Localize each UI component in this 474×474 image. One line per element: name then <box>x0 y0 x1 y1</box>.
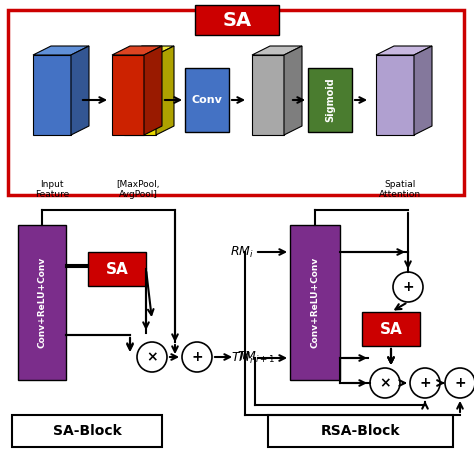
Text: Input
Feature: Input Feature <box>35 180 69 200</box>
Text: ×: × <box>146 350 158 364</box>
Bar <box>362 312 420 346</box>
Text: +: + <box>402 280 414 294</box>
Polygon shape <box>33 55 71 135</box>
Bar <box>88 252 146 286</box>
Polygon shape <box>376 55 414 135</box>
Polygon shape <box>71 46 89 135</box>
Text: +: + <box>191 350 203 364</box>
Polygon shape <box>112 46 162 55</box>
Text: Conv: Conv <box>191 95 222 105</box>
Bar <box>268 415 453 447</box>
Polygon shape <box>414 46 432 135</box>
Text: Sigmoid: Sigmoid <box>325 78 335 122</box>
Text: Conv+ReLU+Conv: Conv+ReLU+Conv <box>37 257 46 348</box>
Text: SA: SA <box>222 10 252 29</box>
Text: Conv+ReLU+Conv: Conv+ReLU+Conv <box>310 257 319 348</box>
Polygon shape <box>112 55 144 135</box>
Bar <box>308 68 352 132</box>
Text: [MaxPool,
AvgPool]: [MaxPool, AvgPool] <box>116 180 160 200</box>
Text: +: + <box>454 376 466 390</box>
Polygon shape <box>144 46 162 135</box>
Text: $\mathit{RM}_i$: $\mathit{RM}_i$ <box>230 245 254 260</box>
Bar <box>195 5 279 35</box>
Circle shape <box>393 272 423 302</box>
Polygon shape <box>124 46 174 55</box>
Circle shape <box>182 342 212 372</box>
Bar <box>12 415 162 447</box>
Text: $\mathit{TM}_i$: $\mathit{TM}_i$ <box>231 350 254 365</box>
Text: SA: SA <box>380 321 402 337</box>
Polygon shape <box>376 46 432 55</box>
Text: RSA-Block: RSA-Block <box>321 424 400 438</box>
Circle shape <box>370 368 400 398</box>
Bar <box>185 68 229 132</box>
Bar <box>18 225 66 380</box>
Bar <box>8 10 464 195</box>
Polygon shape <box>284 46 302 135</box>
Text: SA-Block: SA-Block <box>53 424 121 438</box>
Text: SA: SA <box>106 262 128 276</box>
Text: ×: × <box>379 376 391 390</box>
Polygon shape <box>252 46 302 55</box>
Circle shape <box>137 342 167 372</box>
Text: +: + <box>419 376 431 390</box>
Text: $\mathit{TM}_{i+1}$: $\mathit{TM}_{i+1}$ <box>237 349 275 365</box>
Circle shape <box>445 368 474 398</box>
Circle shape <box>410 368 440 398</box>
Polygon shape <box>252 55 284 135</box>
Polygon shape <box>156 46 174 135</box>
Bar <box>290 225 340 380</box>
Text: Spatial
Attention: Spatial Attention <box>379 180 421 200</box>
Polygon shape <box>124 55 156 135</box>
Polygon shape <box>33 46 89 55</box>
